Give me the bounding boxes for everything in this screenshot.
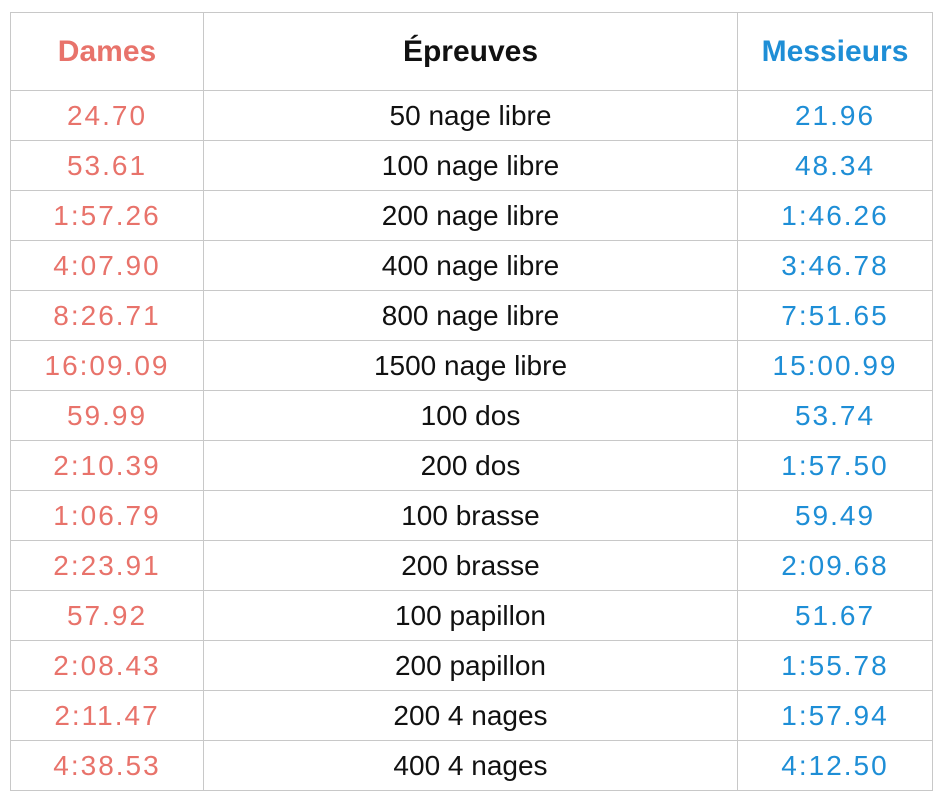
table-row: 4:38.53 400 4 nages 4:12.50 [10, 740, 933, 791]
dames-time: 24.70 [10, 90, 204, 141]
dames-time: 16:09.09 [10, 340, 204, 391]
messieurs-time: 21.96 [737, 90, 933, 141]
table-row: 16:09.09 1500 nage libre 15:00.99 [10, 340, 933, 391]
event-name: 1500 nage libre [203, 340, 738, 391]
messieurs-time: 1:57.94 [737, 690, 933, 741]
messieurs-time: 59.49 [737, 490, 933, 541]
messieurs-time: 15:00.99 [737, 340, 933, 391]
messieurs-time: 1:55.78 [737, 640, 933, 691]
messieurs-time: 2:09.68 [737, 540, 933, 591]
records-table: Dames Épreuves Messieurs 24.70 50 nage l… [10, 12, 933, 791]
event-name: 200 nage libre [203, 190, 738, 241]
dames-time: 8:26.71 [10, 290, 204, 341]
messieurs-time: 4:12.50 [737, 740, 933, 791]
messieurs-time: 53.74 [737, 390, 933, 441]
table-row: 57.92 100 papillon 51.67 [10, 590, 933, 641]
table-row: 59.99 100 dos 53.74 [10, 390, 933, 441]
dames-time: 1:57.26 [10, 190, 204, 241]
event-name: 200 4 nages [203, 690, 738, 741]
dames-time: 4:38.53 [10, 740, 204, 791]
table-row: 2:23.91 200 brasse 2:09.68 [10, 540, 933, 591]
header-epreuves: Épreuves [203, 12, 738, 91]
dames-time: 2:08.43 [10, 640, 204, 691]
event-name: 400 nage libre [203, 240, 738, 291]
table-row: 53.61 100 nage libre 48.34 [10, 140, 933, 191]
header-messieurs: Messieurs [737, 12, 933, 91]
event-name: 200 papillon [203, 640, 738, 691]
event-name: 800 nage libre [203, 290, 738, 341]
messieurs-time: 1:57.50 [737, 440, 933, 491]
table-row: 2:08.43 200 papillon 1:55.78 [10, 640, 933, 691]
dames-time: 57.92 [10, 590, 204, 641]
dames-time: 59.99 [10, 390, 204, 441]
event-name: 100 brasse [203, 490, 738, 541]
messieurs-time: 3:46.78 [737, 240, 933, 291]
table-row: 2:11.47 200 4 nages 1:57.94 [10, 690, 933, 741]
table-row: 4:07.90 400 nage libre 3:46.78 [10, 240, 933, 291]
dames-time: 53.61 [10, 140, 204, 191]
dames-time: 2:10.39 [10, 440, 204, 491]
event-name: 50 nage libre [203, 90, 738, 141]
header-row: Dames Épreuves Messieurs [10, 12, 933, 91]
messieurs-time: 51.67 [737, 590, 933, 641]
event-name: 100 dos [203, 390, 738, 441]
event-name: 200 brasse [203, 540, 738, 591]
event-name: 200 dos [203, 440, 738, 491]
messieurs-time: 7:51.65 [737, 290, 933, 341]
table-row: 8:26.71 800 nage libre 7:51.65 [10, 290, 933, 341]
dames-time: 4:07.90 [10, 240, 204, 291]
event-name: 400 4 nages [203, 740, 738, 791]
table-row: 24.70 50 nage libre 21.96 [10, 90, 933, 141]
dames-time: 2:23.91 [10, 540, 204, 591]
header-dames: Dames [10, 12, 204, 91]
dames-time: 2:11.47 [10, 690, 204, 741]
table-row: 2:10.39 200 dos 1:57.50 [10, 440, 933, 491]
event-name: 100 papillon [203, 590, 738, 641]
table-row: 1:57.26 200 nage libre 1:46.26 [10, 190, 933, 241]
messieurs-time: 1:46.26 [737, 190, 933, 241]
messieurs-time: 48.34 [737, 140, 933, 191]
table-row: 1:06.79 100 brasse 59.49 [10, 490, 933, 541]
event-name: 100 nage libre [203, 140, 738, 191]
dames-time: 1:06.79 [10, 490, 204, 541]
